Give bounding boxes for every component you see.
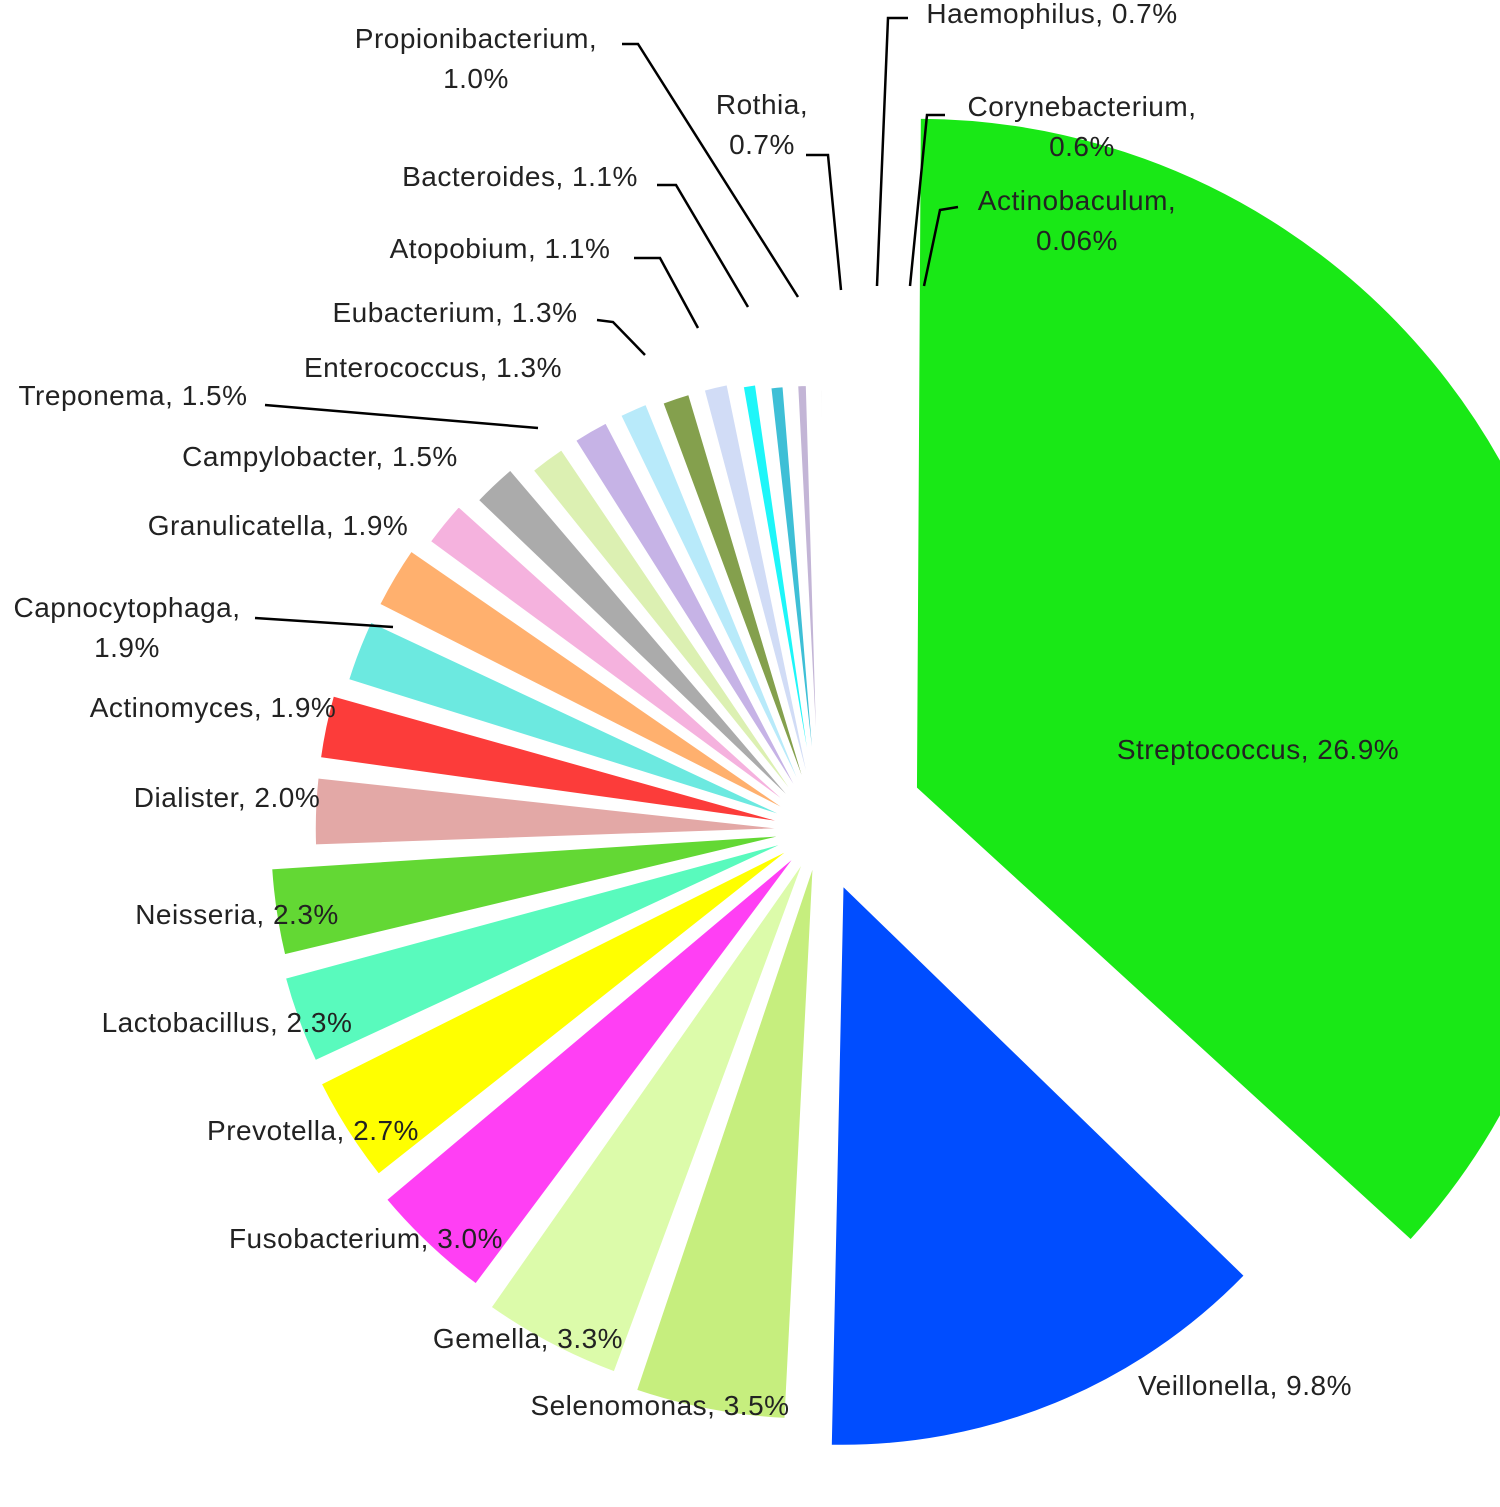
pie-slice-actinomyces (319, 694, 786, 824)
slice-label-streptococcus: Streptococcus, 26.9% (1117, 734, 1399, 765)
leader-line-rothia (806, 153, 843, 291)
leader-line-treponema (264, 403, 539, 430)
slice-label-veillonella: Veillonella, 9.8% (1138, 1370, 1352, 1401)
pie-slice-selenomonas (635, 864, 815, 1420)
slice-label-enterococcus: Enterococcus, 1.3% (304, 352, 562, 383)
pie-slice-campylobacter (429, 505, 794, 809)
slice-label-propionibacterium: Propionibacterium, 1.0% (355, 23, 597, 94)
pie-slice-corynebacterium (796, 384, 820, 796)
pie-slice-propionibacterium (703, 383, 813, 797)
slice-label-dialister: Dialister, 2.0% (134, 782, 320, 813)
pie-slice-eubacterium (574, 421, 804, 801)
pie-slice-haemophilus (769, 385, 818, 796)
slice-label-haemophilus: Haemophilus, 0.7% (926, 0, 1177, 29)
pie-slice-lactobacillus (284, 841, 788, 1062)
leader-line-bacteroides (657, 183, 750, 308)
pie-slice-gemella (489, 860, 805, 1374)
slice-label-actinomyces: Actinomyces, 1.9% (90, 692, 337, 723)
pie-slice-neisseria (270, 834, 786, 956)
pie-slice-fusobacterium (385, 854, 797, 1286)
leader-line-propionibacterium (622, 42, 800, 298)
pie-slice-bacteroides (661, 393, 810, 798)
slice-label-rothia: Rothia, 0.7% (716, 89, 808, 160)
leader-line-capnocytophaga (254, 616, 394, 629)
slice-label-neisseria: Neisseria, 2.3% (135, 899, 339, 930)
slice-label-granulicatella: Granulicatella, 1.9% (148, 510, 409, 541)
slice-label-campylobacter: Campylobacter, 1.5% (182, 441, 458, 472)
pie-slice-veillonella (830, 883, 1246, 1447)
slice-label-actinobaculum: Actinobaculum, 0.06% (978, 185, 1176, 256)
slice-label-selenomonas: Selenomonas, 3.5% (530, 1390, 789, 1421)
slice-label-capnocytophaga: Capnocytophaga, 1.9% (13, 592, 240, 663)
pie-slice-enterococcus (532, 448, 800, 803)
slice-label-gemella: Gemella, 3.3% (433, 1323, 623, 1354)
pie-slice-granulicatella (378, 549, 791, 813)
pie-slice-prevotella (320, 848, 791, 1176)
pie-slice-treponema (477, 468, 797, 806)
slice-label-corynebacterium: Corynebacterium, 0.6% (968, 91, 1197, 162)
pie-slice-actinobaculum (819, 389, 823, 796)
pie-slice-streptococcus (915, 117, 1500, 1242)
slice-label-atopobium: Atopobium, 1.1% (390, 233, 611, 264)
slice-label-treponema: Treponema, 1.5% (18, 380, 247, 411)
leader-line-atopobium (634, 256, 700, 329)
leader-line-eubacterium (596, 318, 646, 356)
slice-label-bacteroides: Bacteroides, 1.1% (402, 161, 638, 192)
pie-slice-dialister (314, 776, 786, 846)
slice-label-eubacterium: Eubacterium, 1.3% (332, 297, 577, 328)
leader-line-corynebacterium (908, 113, 945, 287)
slice-label-lactobacillus: Lactobacillus, 2.3% (102, 1007, 353, 1038)
leader-line-actinobaculum (922, 205, 959, 287)
leader-line-haemophilus (875, 16, 908, 287)
pie-slice-atopobium (619, 403, 807, 799)
slice-label-fusobacterium: Fusobacterium, 3.0% (229, 1223, 503, 1254)
slice-label-prevotella: Prevotella, 2.7% (207, 1115, 419, 1146)
pie-slice-rothia (742, 383, 816, 796)
pie-slice-capnocytophaga (347, 620, 788, 819)
